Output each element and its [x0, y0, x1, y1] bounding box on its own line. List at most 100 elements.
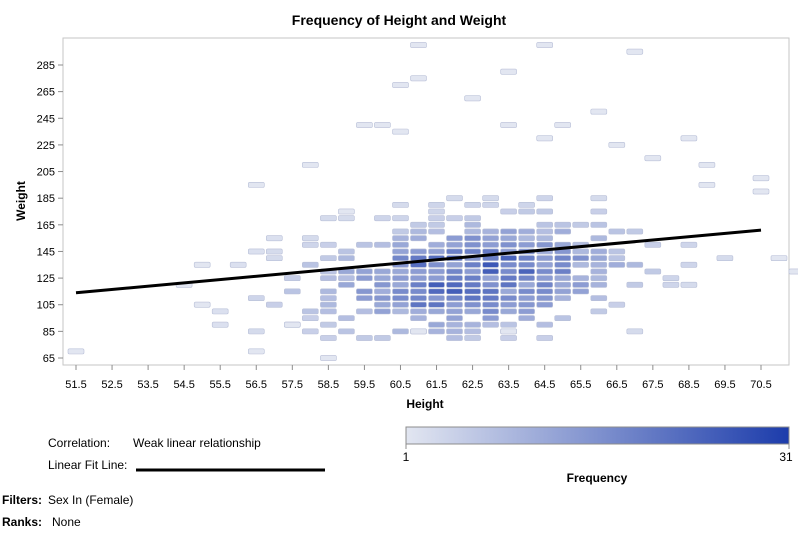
heatmap-cell	[446, 235, 463, 242]
heatmap-cell	[374, 215, 391, 222]
heatmap-cell	[590, 108, 608, 115]
heatmap-cell	[320, 321, 337, 328]
heatmap-cell	[265, 248, 283, 255]
heatmap-cell	[265, 301, 283, 308]
heatmap-cell	[446, 281, 463, 288]
heatmap-cell	[644, 155, 662, 162]
heatmap-cell	[67, 348, 85, 355]
fit-line-label: Linear Fit Line:	[48, 458, 127, 472]
heatmap-cell	[500, 301, 517, 308]
heatmap-cell	[248, 295, 265, 301]
heatmap-cell	[338, 281, 355, 288]
heatmap-cell	[536, 135, 554, 142]
heatmap-cell	[320, 308, 337, 315]
heatmap-cell	[392, 248, 409, 255]
heatmap-cell	[518, 301, 535, 308]
heatmap-cell	[374, 275, 391, 281]
heatmap-cell	[446, 308, 463, 315]
heatmap-cell	[301, 241, 319, 248]
heatmap-cell	[301, 315, 319, 321]
x-tick-label: 63.5	[498, 379, 519, 391]
heatmap-cell	[482, 321, 499, 328]
x-tick-label: 70.5	[750, 379, 771, 391]
heatmap-cell	[482, 241, 499, 248]
heatmap-cell	[500, 328, 517, 335]
heatmap-cell	[248, 348, 265, 355]
heatmap-cell	[464, 288, 481, 295]
heatmap-cell	[554, 228, 572, 235]
y-axis-label: Weight	[14, 181, 28, 221]
heatmap-cell	[446, 288, 463, 295]
heatmap-cell	[662, 275, 680, 281]
heatmap-cell	[500, 268, 517, 275]
heatmap-cell	[446, 335, 463, 341]
heatmap-cell	[211, 321, 229, 328]
heatmap-cell	[590, 275, 608, 281]
heatmap-cell	[283, 321, 301, 328]
heatmap-cell	[374, 301, 391, 308]
heatmap-cell	[518, 241, 535, 248]
heatmap-cell	[536, 288, 554, 295]
heatmap-cell	[320, 215, 337, 222]
x-tick-label: 61.5	[426, 379, 447, 391]
heatmap-cell	[428, 268, 445, 275]
heatmap-cell	[464, 248, 481, 255]
heatmap-cell	[410, 315, 427, 321]
filters-value: Sex In (Female)	[48, 493, 133, 507]
heatmap-cell	[464, 335, 481, 341]
heatmap-cell	[698, 162, 716, 168]
heatmap-cell	[356, 268, 373, 275]
heatmap-cell	[572, 288, 590, 295]
x-tick-label: 59.5	[354, 379, 375, 391]
heatmap-cell	[392, 215, 409, 222]
heatmap-cell	[572, 255, 590, 261]
heatmap-cell	[680, 261, 698, 268]
heatmap-cell	[608, 248, 626, 255]
heatmap-cell	[464, 268, 481, 275]
heatmap-cell	[536, 281, 554, 288]
heatmap-cell	[554, 261, 572, 268]
heatmap-cell	[518, 275, 535, 281]
heatmap-cell	[338, 328, 355, 335]
heatmap-cell	[392, 241, 409, 248]
heatmap-cell	[536, 208, 554, 215]
heatmap-cell	[500, 241, 517, 248]
heatmap-cell	[356, 288, 373, 295]
heatmap-cell	[446, 195, 463, 202]
heatmap-cell	[356, 295, 373, 301]
heatmap-cell	[248, 248, 265, 255]
heatmap-cell	[248, 182, 265, 188]
heatmap-cell	[338, 255, 355, 261]
heatmap-cell	[374, 335, 391, 341]
heatmap-cell	[590, 195, 608, 202]
heatmap-cell	[320, 255, 337, 261]
heatmap-cell	[518, 202, 535, 208]
heatmap-cell	[410, 235, 427, 242]
heatmap-cell	[482, 315, 499, 321]
heatmap-cell	[536, 261, 554, 268]
heatmap-cell	[356, 241, 373, 248]
heatmap-cell	[518, 208, 535, 215]
heatmap-cell	[626, 328, 644, 335]
x-tick-label: 54.5	[173, 379, 194, 391]
heatmap-cell	[518, 268, 535, 275]
heatmap-cell	[680, 135, 698, 142]
heatmap-cell	[446, 248, 463, 255]
y-tick-label: 205	[37, 167, 55, 179]
heatmap-cell	[428, 228, 445, 235]
heatmap-cell	[500, 281, 517, 288]
heatmap-cell	[374, 295, 391, 301]
heatmap-cell	[482, 228, 499, 235]
heatmap-cell	[680, 281, 698, 288]
x-tick-label: 51.5	[65, 379, 86, 391]
heatmap-cell	[590, 295, 608, 301]
heatmap-cell	[626, 48, 644, 55]
heatmap-cell	[464, 235, 481, 242]
linear-fit-line	[75, 228, 762, 295]
heatmap-cell	[464, 241, 481, 248]
heatmap-cell	[590, 221, 608, 228]
heatmap-cell	[500, 275, 517, 281]
heatmap-cell	[608, 142, 626, 148]
heatmap-cell	[464, 301, 481, 308]
y-tick-label: 145	[37, 246, 55, 258]
